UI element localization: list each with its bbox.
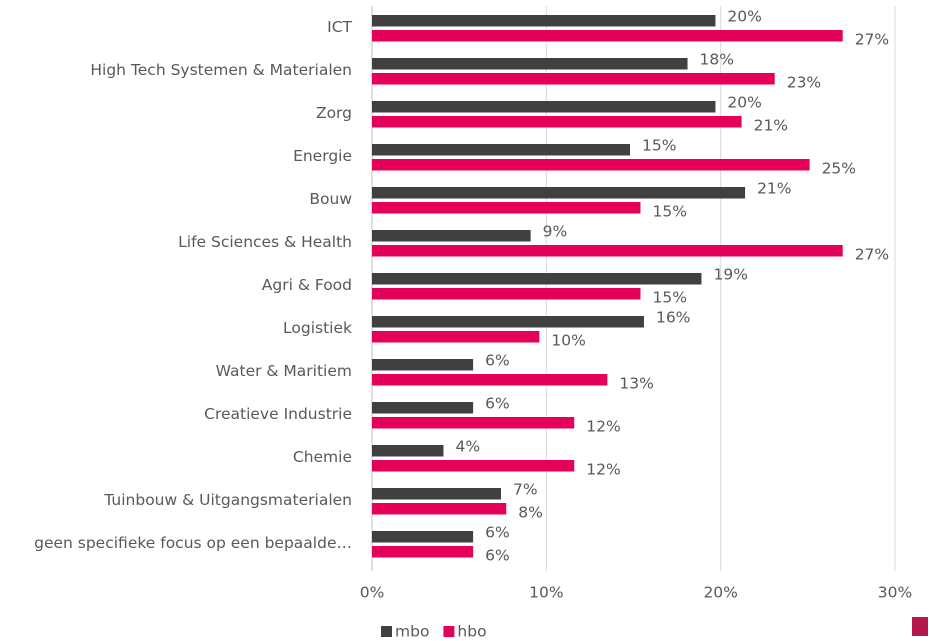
bar bbox=[372, 316, 644, 328]
value-label: 6% bbox=[485, 394, 510, 412]
y-tick-label: Chemie bbox=[293, 448, 352, 466]
bar bbox=[372, 288, 641, 300]
bar bbox=[372, 116, 742, 128]
bar bbox=[372, 187, 746, 199]
value-label: 15% bbox=[652, 288, 686, 306]
value-label: 21% bbox=[757, 179, 791, 197]
value-label: 18% bbox=[700, 50, 734, 68]
legend-swatch bbox=[443, 626, 455, 637]
value-label: 6% bbox=[485, 523, 510, 541]
value-label: 12% bbox=[586, 417, 620, 435]
value-label: 27% bbox=[855, 30, 889, 48]
value-label: 19% bbox=[713, 265, 747, 283]
bar bbox=[372, 531, 474, 543]
legend-label: hbo bbox=[457, 623, 486, 641]
value-label: 10% bbox=[551, 331, 585, 349]
bar bbox=[372, 58, 688, 70]
y-tick-label: Water & Maritiem bbox=[216, 362, 352, 380]
value-label: 25% bbox=[822, 159, 856, 177]
x-tick-label: 0% bbox=[360, 584, 385, 602]
bar bbox=[372, 417, 575, 429]
bar bbox=[372, 374, 608, 386]
bar bbox=[372, 445, 444, 457]
x-tick-label: 10% bbox=[529, 584, 563, 602]
value-label: 6% bbox=[485, 351, 510, 369]
bar bbox=[372, 460, 575, 472]
y-tick-label: Zorg bbox=[316, 104, 352, 122]
y-tick-label: Logistiek bbox=[283, 319, 352, 337]
y-tick-label: Life Sciences & Health bbox=[178, 233, 352, 251]
y-tick-label: geen specifieke focus op een bepaalde… bbox=[34, 534, 352, 552]
value-label: 15% bbox=[652, 202, 686, 220]
y-tick-label: High Tech Systemen & Materialen bbox=[90, 61, 352, 79]
bar bbox=[372, 144, 631, 156]
bar bbox=[372, 30, 843, 42]
bar bbox=[372, 245, 843, 257]
y-tick-label: Tuinbouw & Uitgangsmaterialen bbox=[103, 491, 352, 509]
bar bbox=[372, 73, 775, 85]
y-tick-label: Bouw bbox=[309, 190, 352, 208]
value-label: 16% bbox=[656, 308, 690, 326]
value-label: 8% bbox=[518, 503, 543, 521]
legend-label: mbo bbox=[395, 623, 429, 641]
value-label: 20% bbox=[727, 7, 761, 25]
value-label: 9% bbox=[543, 222, 568, 240]
bar bbox=[372, 273, 702, 285]
legend-swatch bbox=[381, 626, 392, 637]
x-tick-label: 30% bbox=[878, 584, 912, 602]
bar bbox=[372, 230, 531, 242]
bar bbox=[372, 503, 507, 515]
bar bbox=[372, 546, 474, 558]
value-label: 21% bbox=[754, 116, 788, 134]
value-label: 4% bbox=[455, 437, 480, 455]
y-tick-label: Energie bbox=[293, 147, 352, 165]
y-tick-label: ICT bbox=[327, 18, 352, 36]
x-tick-label: 20% bbox=[703, 584, 737, 602]
bar bbox=[372, 488, 502, 500]
value-label: 23% bbox=[787, 73, 821, 91]
bar bbox=[372, 331, 540, 343]
bar bbox=[372, 101, 716, 113]
value-label: 15% bbox=[642, 136, 676, 154]
value-label: 7% bbox=[513, 480, 538, 498]
value-label: 20% bbox=[727, 93, 761, 111]
bar bbox=[372, 402, 474, 414]
value-label: 27% bbox=[855, 245, 889, 263]
value-label: 6% bbox=[485, 546, 510, 564]
bar bbox=[372, 159, 810, 171]
corner-decoration bbox=[912, 617, 928, 636]
y-tick-label: Agri & Food bbox=[262, 276, 352, 294]
y-tick-label: Creatieve Industrie bbox=[204, 405, 352, 423]
value-label: 13% bbox=[619, 374, 653, 392]
value-label: 12% bbox=[586, 460, 620, 478]
bar bbox=[372, 359, 474, 371]
bar bbox=[372, 15, 716, 27]
bar bbox=[372, 202, 641, 214]
